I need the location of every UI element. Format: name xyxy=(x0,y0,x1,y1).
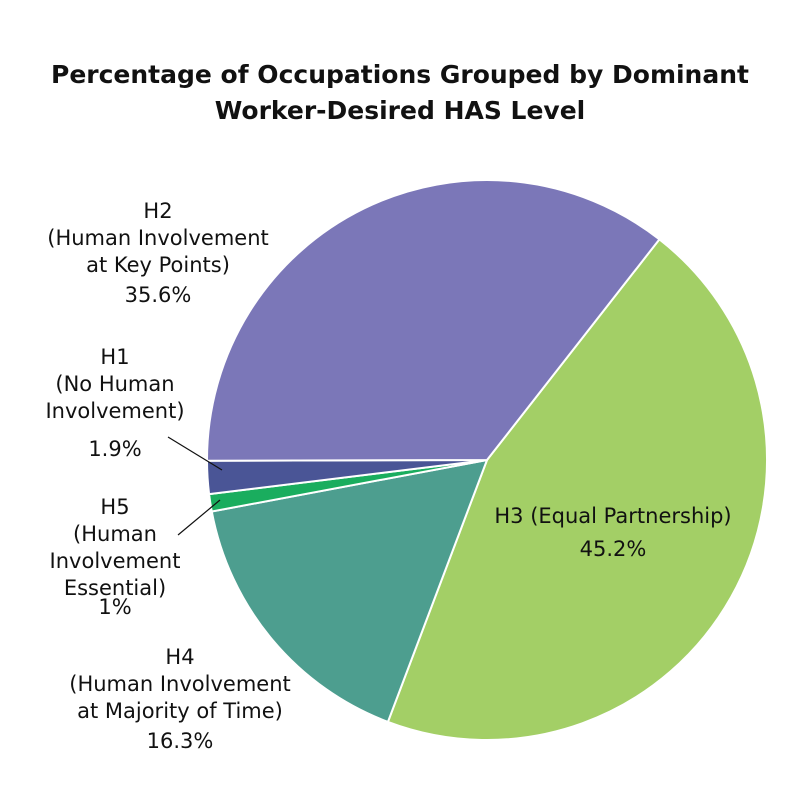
value-label: 1% xyxy=(98,595,131,619)
chart-title: Percentage of Occupations Grouped by Dom… xyxy=(51,60,749,125)
value-label: 35.6% xyxy=(125,283,192,307)
value-label: 1.9% xyxy=(88,437,141,461)
slice-label: H3 (Equal Partnership) xyxy=(494,504,731,528)
slice-label: H2 (Human Involvement at Key Points) xyxy=(47,199,268,277)
leader-line xyxy=(167,436,223,471)
pie-slice xyxy=(210,458,489,724)
slice-label: H1 (No Human Involvement) xyxy=(45,345,184,423)
leader-line xyxy=(177,499,221,536)
slice-label: H4 (Human Involvement at Majority of Time) xyxy=(69,645,290,723)
value-label: 45.2% xyxy=(580,537,647,561)
value-label: 16.3% xyxy=(147,729,214,753)
pie-slice xyxy=(386,237,768,741)
pie-slice xyxy=(205,179,661,462)
slice-label: H5 (Human Involvement Essential) xyxy=(50,495,181,600)
